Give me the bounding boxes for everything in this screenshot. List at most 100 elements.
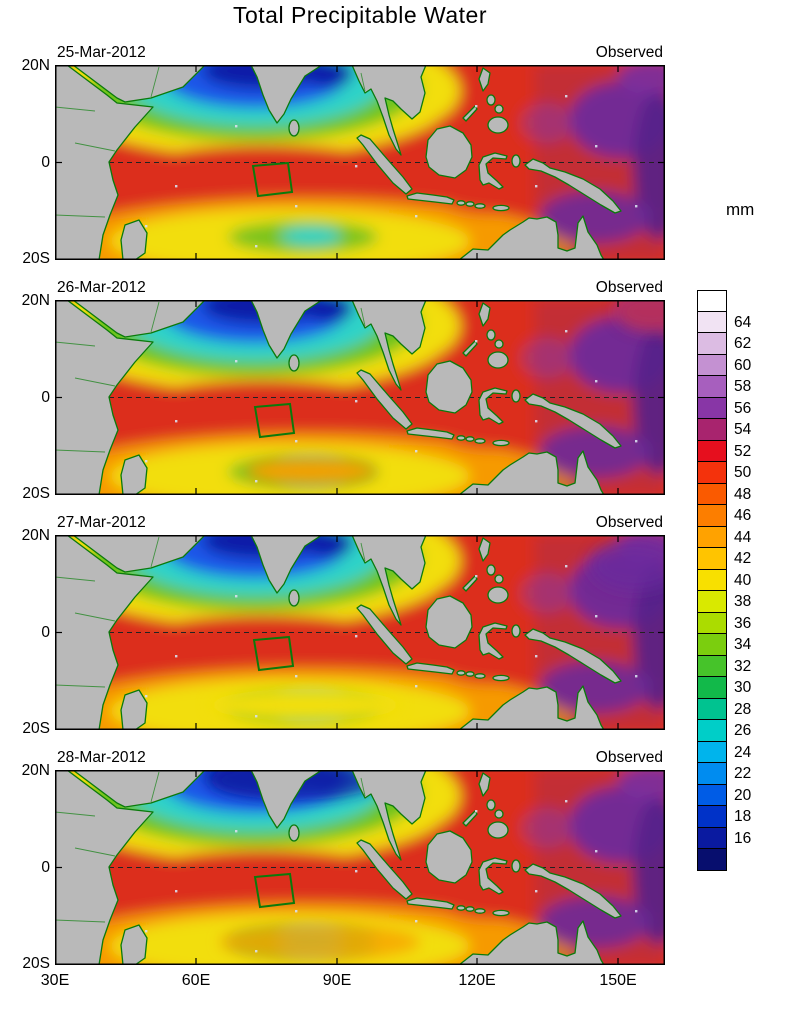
colorbar-cell xyxy=(697,505,727,527)
y-axis-tick-label: 0 xyxy=(41,154,50,171)
colorbar-cell xyxy=(697,612,727,634)
colorbar-tick-label: 60 xyxy=(734,356,752,374)
colorbar-tick-label: 42 xyxy=(734,550,752,567)
panel-border xyxy=(55,65,665,260)
colorbar-cell xyxy=(697,677,727,699)
colorbar-tick-label: 26 xyxy=(734,722,752,739)
colorbar-tick-label: 24 xyxy=(734,743,752,761)
colorbar-cell xyxy=(697,440,727,462)
colorbar-row: 20 xyxy=(697,784,752,806)
panel-source-label: Observed xyxy=(595,514,663,531)
colorbar-tick-label: 58 xyxy=(734,378,752,395)
colorbar-row: 58 xyxy=(697,376,751,398)
colorbar-cell xyxy=(697,634,727,656)
colorbar-cell xyxy=(697,763,727,785)
colorbar-row: 26 xyxy=(697,720,751,742)
colorbar-tick-label: 28 xyxy=(734,700,752,718)
x-axis-tick-label: 120E xyxy=(458,972,496,989)
panel-border xyxy=(55,535,665,730)
colorbar-row: 32 xyxy=(697,655,752,677)
ocean-field-variant xyxy=(210,539,665,721)
colorbar-cell xyxy=(697,397,727,419)
colorbar-cell xyxy=(697,784,727,806)
colorbar: 64 62 60 58 56 54 52 50 48 46 44 42 40 38 36 34 32 30 28 26… xyxy=(697,290,751,871)
y-axis-tick-label: 20N xyxy=(21,762,50,779)
study-region-box xyxy=(253,402,296,439)
x-axis-tick-label: 30E xyxy=(40,972,70,989)
colorbar-row: 40 xyxy=(697,569,752,591)
map-26-mar xyxy=(55,300,665,495)
y-axis-tick-label: 20S xyxy=(22,250,50,267)
colorbar-cell xyxy=(697,419,727,441)
colorbar-tick-label: 44 xyxy=(734,528,752,546)
colorbar-cell xyxy=(697,548,727,570)
colorbar-row: 34 xyxy=(697,634,751,656)
colorbar-cell xyxy=(697,354,727,376)
colorbar-row: 28 xyxy=(697,698,752,720)
colorbar-tick-label: 22 xyxy=(734,765,752,782)
panel-source-label: Observed xyxy=(595,279,663,296)
x-axis-tick-label: 90E xyxy=(322,972,352,989)
colorbar-row: 50 xyxy=(697,462,751,484)
colorbar-cell xyxy=(697,806,727,828)
colorbar-cell xyxy=(697,526,727,548)
colorbar-row: 54 xyxy=(697,419,751,441)
y-axis-tick-label: 20N xyxy=(21,527,50,544)
y-axis-tick-label: 20S xyxy=(22,485,50,502)
colorbar-cell xyxy=(697,462,727,484)
panel-border xyxy=(55,770,665,965)
colorbar-tick-label: 36 xyxy=(734,614,752,632)
colorbar-row: 56 xyxy=(697,397,752,419)
panel-date-label: 28-Mar-2012 xyxy=(57,749,146,766)
colorbar-tick-label: 32 xyxy=(734,657,752,675)
colorbar-row: 48 xyxy=(697,483,752,505)
colorbar-row xyxy=(697,290,751,312)
colorbar-row: 46 xyxy=(697,505,751,527)
colorbar-cell xyxy=(697,483,727,505)
map-panel-3: 27-Mar-2012 Observed 20N 0 20S xyxy=(22,514,665,737)
x-axis-tick-label: 60E xyxy=(181,972,211,989)
colorbar-tick-label: 16 xyxy=(734,829,752,847)
colorbar-cell xyxy=(697,311,727,333)
colorbar-cell xyxy=(697,333,727,355)
colorbar-tick-label: 18 xyxy=(734,808,752,825)
colorbar-row: 36 xyxy=(697,612,752,634)
colorbar-cell xyxy=(697,849,727,871)
ocean-field-variant xyxy=(246,300,665,485)
panel-date-label: 27-Mar-2012 xyxy=(57,514,146,531)
figure-title: Total Precipitable Water xyxy=(232,2,488,28)
colorbar-row: 52 xyxy=(697,440,752,462)
map-panel-1: 25-Mar-2012 Observed 20N 0 20S xyxy=(22,44,665,267)
panel-border xyxy=(55,300,665,495)
colorbar-cell xyxy=(697,827,727,849)
panel-source-label: Observed xyxy=(595,749,663,766)
map-27-mar xyxy=(55,535,665,730)
colorbar-tick-label: 20 xyxy=(734,786,752,804)
colorbar-row: 44 xyxy=(697,526,752,548)
colorbar-cell xyxy=(697,655,727,677)
colorbar-tick-label: 48 xyxy=(734,485,752,503)
map-28-mar xyxy=(55,770,665,965)
colorbar-tick-label: 56 xyxy=(734,399,752,417)
colorbar-row: 38 xyxy=(697,591,751,613)
colorbar-tick-label: 52 xyxy=(734,442,752,460)
colorbar-tick-label: 50 xyxy=(734,464,752,481)
colorbar-tick-label: 64 xyxy=(734,313,752,331)
colorbar-row xyxy=(697,849,751,871)
colorbar-tick-label: 30 xyxy=(734,679,752,696)
colorbar-cell xyxy=(697,569,727,591)
colorbar-tick-label: 40 xyxy=(734,571,752,589)
colorbar-row: 64 xyxy=(697,311,752,333)
y-axis-tick-label: 0 xyxy=(41,389,50,406)
colorbar-row: 16 xyxy=(697,827,752,849)
colorbar-cell xyxy=(697,741,727,763)
study-region-box xyxy=(253,872,296,909)
colorbar-tick-label: 46 xyxy=(734,507,752,524)
colorbar-row: 42 xyxy=(697,548,751,570)
study-region-box xyxy=(251,161,294,198)
colorbar-cell xyxy=(697,720,727,742)
y-axis-tick-label: 20N xyxy=(21,57,50,74)
map-25-mar xyxy=(55,65,665,260)
panel-date-label: 26-Mar-2012 xyxy=(57,279,146,296)
